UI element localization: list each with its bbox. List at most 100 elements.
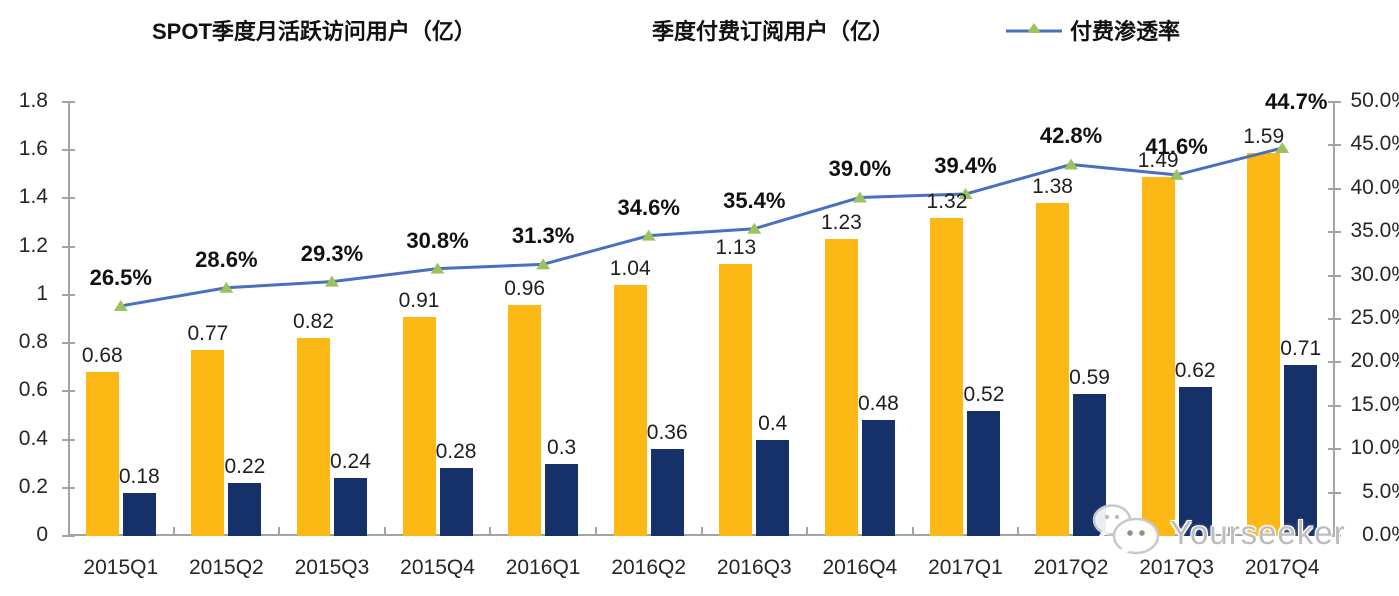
penetration-pct-label: 41.6% (1145, 133, 1208, 159)
bar-value-label-subscribers: 0.71 (1280, 336, 1322, 360)
bar-mau (719, 263, 753, 536)
bar-value-label-subscribers: 0.3 (547, 435, 577, 459)
right-axis-tick (1328, 491, 1341, 494)
right-axis-tick (1328, 101, 1341, 103)
legend: SPOT季度月活跃访问用户（亿） 季度付费订阅用户（亿） 付费渗透率 (0, 0, 1399, 60)
x-axis-tick (172, 527, 175, 536)
bar-mau (930, 217, 964, 536)
left-axis-tick-label: 1.6 (18, 137, 48, 161)
x-axis-category-label: 2015Q1 (83, 556, 159, 579)
penetration-pct-label: 28.6% (195, 246, 258, 272)
right-axis-tick (1328, 448, 1341, 451)
line-marker-triangle (536, 258, 551, 270)
penetration-line (113, 142, 1290, 311)
bar-value-label-mau: 0.82 (293, 310, 334, 334)
bar-value-label-subscribers: 0.4 (758, 411, 788, 435)
bar-value-label-subscribers: 0.52 (963, 382, 1005, 406)
legend-label-penetration: 付费渗透率 (1070, 19, 1181, 44)
x-axis-tick (1228, 527, 1231, 536)
bar-mau (824, 239, 858, 536)
right-axis-tick (1328, 144, 1341, 147)
line-marker-triangle (852, 191, 867, 203)
bar-subscribers (545, 463, 579, 536)
line-marker-triangle (747, 222, 762, 234)
right-axis-tick-label: 25.0% (1350, 306, 1399, 329)
bar-value-label-mau: 0.91 (398, 288, 440, 312)
bar-mau (191, 350, 225, 536)
bar-subscribers (861, 420, 895, 536)
x-axis-category-label: 2016Q1 (505, 556, 581, 579)
left-axis-tick (62, 149, 75, 152)
bar-mau (1141, 176, 1175, 536)
bar-value-label-mau: 1.32 (926, 189, 968, 213)
bar-value-label-subscribers: 0.59 (1069, 365, 1110, 389)
bar-value-label-mau: 1.23 (820, 211, 862, 235)
x-axis-category-label: 2017Q3 (1139, 556, 1214, 579)
left-axis-tick (62, 438, 75, 441)
right-axis-tick (1328, 274, 1341, 277)
x-axis-category-label: 2017Q4 (1244, 556, 1320, 579)
bar-mau (1036, 203, 1070, 536)
right-axis-tick-label: 0.0% (1362, 523, 1399, 546)
line-marker-triangle (430, 262, 445, 274)
left-axis-tick (62, 342, 75, 345)
penetration-pct-label: 35.4% (723, 187, 786, 213)
left-axis-tick (62, 245, 75, 248)
x-axis-category-label: 2015Q2 (189, 556, 264, 579)
x-axis-category-label: 2016Q3 (716, 556, 792, 579)
right-axis-tick-label: 50.0% (1350, 89, 1399, 112)
right-axis-tick-label: 20.0% (1350, 349, 1399, 373)
right-axis-tick (1328, 231, 1341, 234)
x-axis-tick (594, 527, 597, 536)
left-axis-tick (62, 390, 75, 393)
left-axis-tick-label: 0.6 (18, 378, 48, 402)
line-marker-triangle (1064, 158, 1079, 170)
bar-subscribers (1178, 386, 1212, 536)
left-axis-tick-label: 1.2 (18, 233, 48, 257)
left-axis-tick (62, 101, 75, 103)
x-axis-category-label: 2017Q2 (1033, 556, 1109, 579)
right-axis-tick (1328, 361, 1341, 364)
line-marker-triangle (958, 188, 973, 200)
x-axis-tick (806, 527, 809, 536)
bar-subscribers (967, 410, 1001, 536)
bar-subscribers (756, 439, 790, 536)
penetration-pct-label: 31.3% (511, 223, 575, 249)
x-axis-category-label: 2016Q2 (611, 556, 687, 579)
x-axis-tick (278, 527, 281, 536)
bar-value-label-mau: 1.49 (1137, 148, 1179, 172)
bar-mau (296, 338, 330, 536)
line-marker-triangle (219, 281, 234, 293)
left-axis-tick-label: 1.4 (18, 185, 48, 209)
left-axis-tick-label: 0.2 (18, 474, 48, 498)
penetration-pct-label: 30.8% (406, 227, 469, 253)
penetration-pct-label: 42.8% (1039, 123, 1103, 149)
right-axis-tick (1328, 404, 1341, 407)
x-axis-category-label: 2015Q3 (294, 556, 370, 579)
bar-value-label-subscribers: 0.22 (224, 454, 266, 478)
bar-value-label-subscribers: 0.62 (1174, 358, 1216, 382)
bar-value-label-mau: 0.77 (187, 322, 229, 346)
right-axis-tick (1328, 187, 1341, 190)
left-axis-tick (62, 486, 75, 489)
left-axis-tick (62, 197, 75, 200)
x-axis-category-label: 2016Q4 (822, 556, 898, 579)
right-axis-tick-label: 15.0% (1350, 392, 1399, 416)
x-axis-tick (700, 527, 703, 536)
x-axis-tick (911, 527, 914, 536)
bar-mau (1247, 152, 1281, 536)
left-axis-tick (62, 293, 75, 296)
bar-value-label-mau: 1.13 (715, 235, 757, 259)
line-marker-triangle (641, 229, 656, 241)
bar-subscribers (122, 492, 156, 536)
left-axis-tick-label: 1 (36, 281, 48, 305)
penetration-pct-label: 29.3% (300, 240, 364, 266)
penetration-pct-label: 26.5% (89, 264, 152, 290)
bar-mau (85, 372, 119, 536)
bar-subscribers (650, 449, 684, 536)
bar-value-label-mau: 1.59 (1243, 124, 1285, 148)
x-axis-tick (383, 527, 386, 536)
x-axis-category-label: 2017Q1 (928, 556, 1003, 579)
right-axis-tick (1328, 535, 1341, 537)
